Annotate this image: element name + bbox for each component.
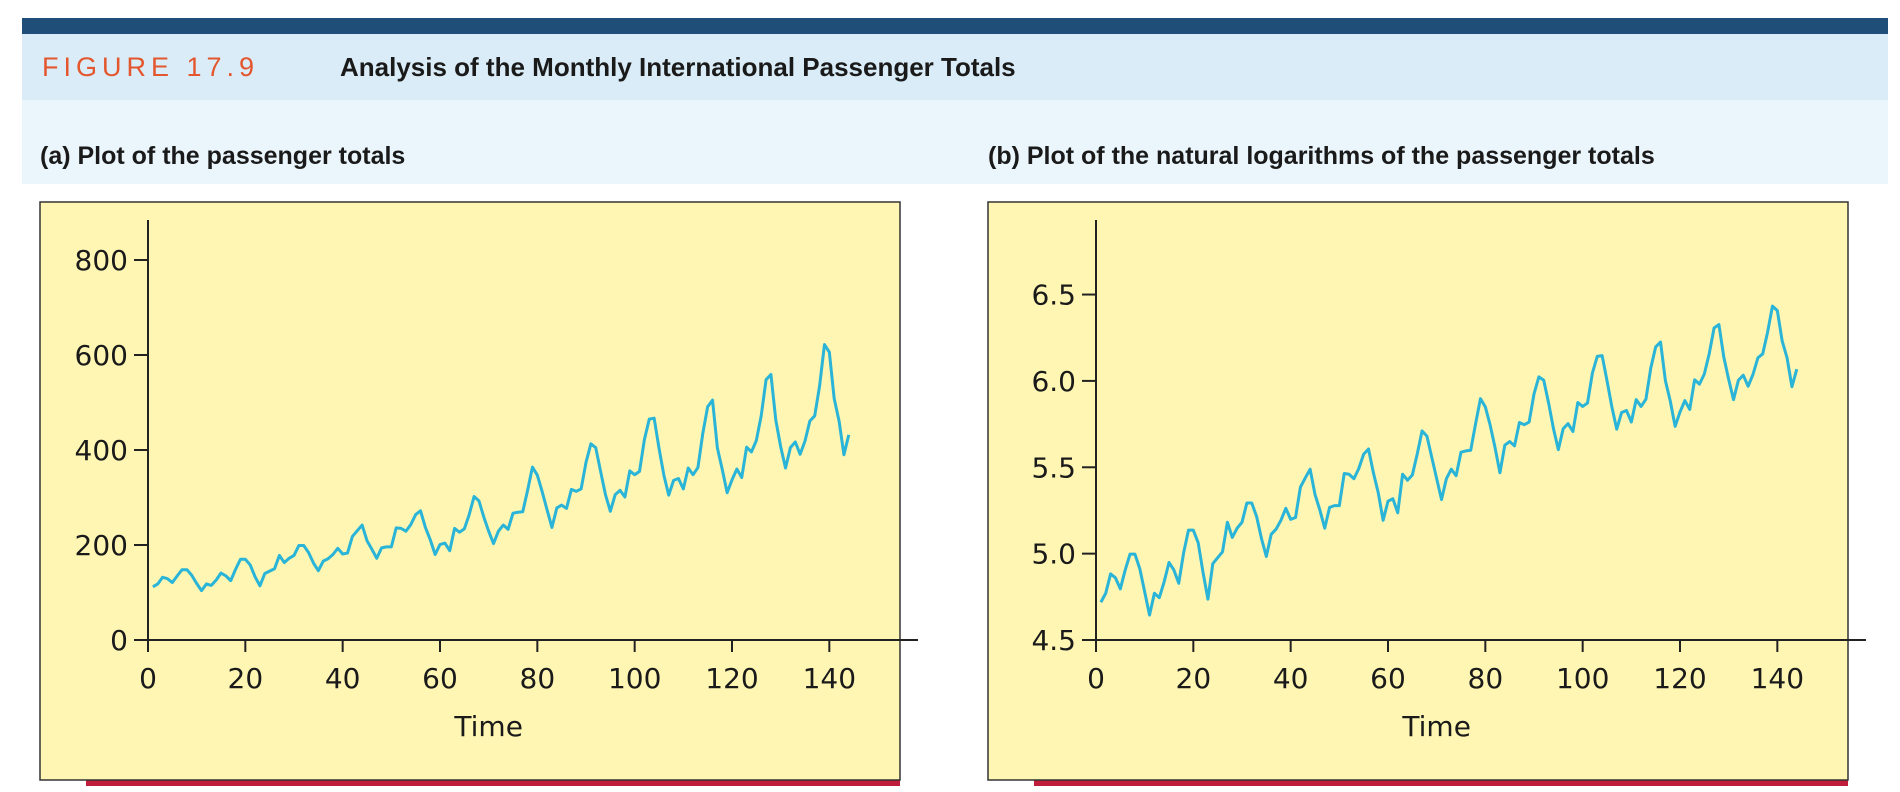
x-tick-label: 40 (1273, 662, 1309, 695)
x-tick-label: 80 (1468, 662, 1504, 695)
panel-background (987, 201, 1849, 781)
x-tick-label: 20 (1176, 662, 1212, 695)
figure-header (22, 34, 1888, 100)
chart-a: 0 200 400 600 800 0 20 40 60 80 100 120 140 Time (39, 201, 918, 786)
x-tick-label: 20 (228, 662, 264, 695)
x-tick-label: 120 (1653, 662, 1706, 695)
y-tick-label: 0 (110, 624, 128, 657)
figure-label: FIGURE 17.9 (42, 52, 260, 82)
y-tick-label: 5.0 (1031, 538, 1076, 571)
y-tick-label: 400 (75, 434, 128, 467)
panel-a-title: (a) Plot of the passenger totals (40, 142, 406, 170)
panel-background (39, 201, 901, 781)
x-tick-label: 120 (705, 662, 758, 695)
x-tick-label: 100 (608, 662, 661, 695)
y-ticks: 4.5 5.0 5.5 6.0 6.5 (1031, 279, 1096, 657)
x-tick-label: 0 (139, 662, 157, 695)
x-axis-label: Time (453, 710, 523, 743)
x-tick-label: 140 (1751, 662, 1804, 695)
series-line (1099, 304, 1799, 617)
x-axis-label: Time (1401, 710, 1471, 743)
y-tick-label: 6.5 (1031, 279, 1076, 312)
top-accent-bar (22, 18, 1888, 34)
y-tick-label: 6.0 (1031, 365, 1076, 398)
x-tick-label: 60 (422, 662, 458, 695)
x-ticks: 0 20 40 60 80 100 120 140 (139, 640, 856, 695)
x-tick-label: 0 (1087, 662, 1105, 695)
chart-b: 4.5 5.0 5.5 6.0 6.5 0 20 40 60 80 100 120 140 Time (987, 201, 1866, 786)
panel-b-title: (b) Plot of the natural logarithms of th… (988, 142, 1655, 170)
panel-title-band (22, 100, 1888, 184)
y-ticks: 0 200 400 600 800 (75, 244, 148, 657)
x-tick-label: 40 (325, 662, 361, 695)
x-tick-label: 140 (803, 662, 856, 695)
x-tick-label: 100 (1556, 662, 1609, 695)
y-tick-label: 800 (75, 244, 128, 277)
y-tick-label: 200 (75, 529, 128, 562)
y-tick-label: 4.5 (1031, 624, 1076, 657)
series-line (152, 343, 851, 593)
y-tick-label: 5.5 (1031, 451, 1076, 484)
x-tick-label: 80 (520, 662, 556, 695)
x-ticks: 0 20 40 60 80 100 120 140 (1087, 640, 1804, 695)
figure-title: Analysis of the Monthly International Pa… (340, 52, 1016, 82)
x-tick-label: 60 (1370, 662, 1406, 695)
y-tick-label: 600 (75, 339, 128, 372)
